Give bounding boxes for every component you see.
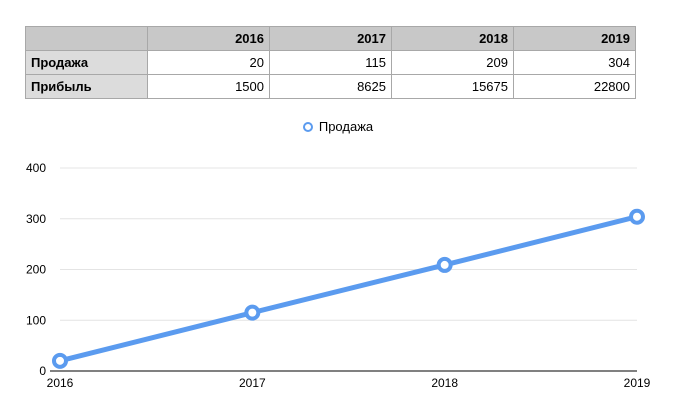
table-cell: 115 <box>269 50 392 75</box>
y-tick-label: 100 <box>26 313 46 327</box>
data-point <box>244 304 261 321</box>
series-line <box>57 214 640 364</box>
legend-label: Продажа <box>318 119 374 134</box>
x-tick-label: 2016 <box>47 376 74 390</box>
legend-marker-icon <box>302 121 313 132</box>
x-tick-label: 2018 <box>431 376 458 390</box>
chart-legend: Продажа <box>0 119 676 134</box>
table-header-year: 2019 <box>513 26 636 51</box>
table-cell: 209 <box>391 50 514 75</box>
data-point <box>436 256 453 273</box>
table-corner-cell <box>25 26 148 51</box>
table-cell: 22800 <box>513 74 636 99</box>
table-row-label: Прибыль <box>25 74 148 99</box>
x-tick-label: 2019 <box>624 376 651 390</box>
data-table: 2016 2017 2018 2019 Продажа 20 115 209 3… <box>25 26 636 99</box>
y-tick-label: 200 <box>26 263 46 277</box>
y-tick-label: 0 <box>39 364 46 378</box>
table-row: Продажа 20 115 209 304 <box>25 50 636 75</box>
table-cell: 8625 <box>269 74 392 99</box>
x-tick-label: 2017 <box>239 376 266 390</box>
data-point <box>629 208 645 225</box>
table-cell: 1500 <box>147 74 270 99</box>
table-header-year: 2018 <box>391 26 514 51</box>
table-cell: 304 <box>513 50 636 75</box>
table-row: Прибыль 1500 8625 15675 22800 <box>25 74 636 99</box>
y-tick-label: 400 <box>26 161 46 175</box>
y-tick-label: 300 <box>26 212 46 226</box>
table-cell: 15675 <box>391 74 514 99</box>
table-header-year: 2017 <box>269 26 392 51</box>
data-point <box>52 352 68 369</box>
